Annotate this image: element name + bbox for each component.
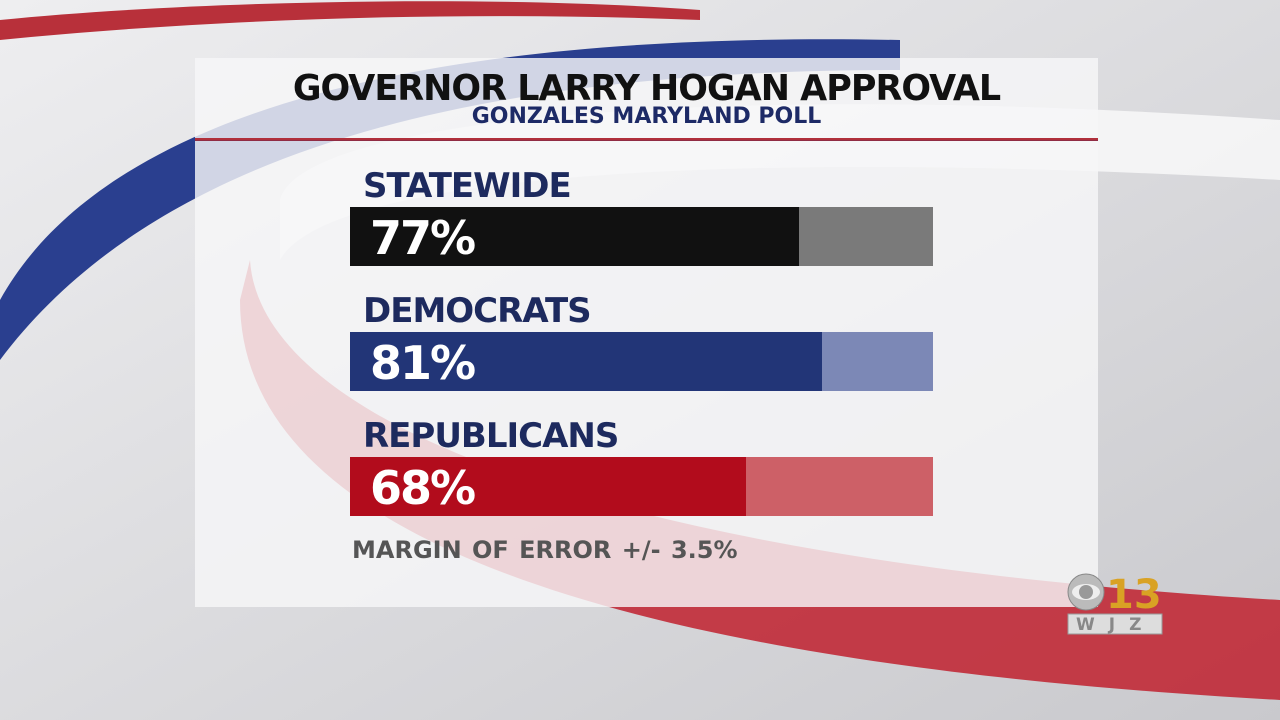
chart-title: GOVERNOR LARRY HOGAN APPROVAL <box>292 68 1001 109</box>
chart-panel: GOVERNOR LARRY HOGAN APPROVAL GONZALES M… <box>195 58 1098 607</box>
bar-track-republicans: 68% <box>350 457 933 516</box>
data-label-statewide: 77% <box>370 211 476 265</box>
category-label-republicans: REPUBLICANS <box>363 416 619 456</box>
data-label-republicans: 68% <box>370 461 476 515</box>
svg-text:WJZ: WJZ <box>1076 615 1155 635</box>
cbs-13-wjz-logo: 13 WJZ <box>1067 572 1163 635</box>
margin-of-error: MARGIN OF ERROR +/- 3.5% <box>352 536 738 564</box>
svg-text:13: 13 <box>1106 572 1162 618</box>
bar-republicans <box>350 457 747 516</box>
chart-subtitle: GONZALES MARYLAND POLL <box>471 104 822 129</box>
data-label-democrats: 81% <box>370 336 476 390</box>
category-label-statewide: STATEWIDE <box>363 166 572 206</box>
bar-democrats <box>350 332 823 391</box>
bar-statewide <box>350 207 799 266</box>
divider <box>195 138 1098 141</box>
bar-track-democrats: 81% <box>350 332 933 391</box>
bar-track-statewide: 77% <box>350 207 933 266</box>
category-label-democrats: DEMOCRATS <box>363 291 592 331</box>
